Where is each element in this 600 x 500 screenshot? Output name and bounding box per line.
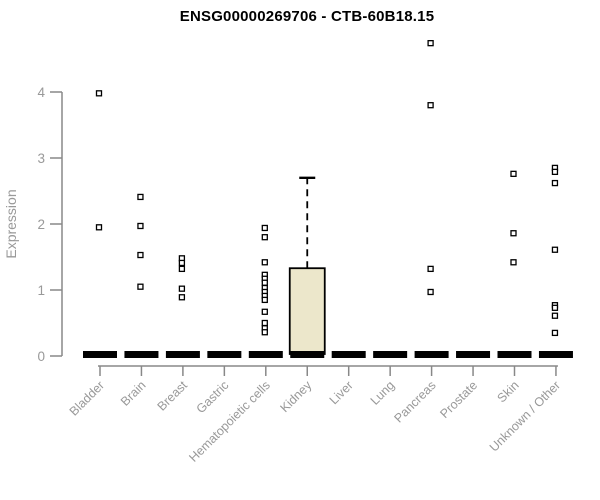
x-category-label: Pancreas xyxy=(391,378,438,425)
median-bar xyxy=(456,351,491,358)
data-point xyxy=(95,90,103,97)
median-bar xyxy=(414,351,449,358)
data-point xyxy=(178,285,186,292)
data-point xyxy=(510,170,517,177)
median-bar xyxy=(290,351,325,358)
data-point xyxy=(261,296,268,304)
y-tick-label: 1 xyxy=(37,283,45,298)
data-point xyxy=(137,283,144,290)
x-category-label: Kidney xyxy=(277,378,314,415)
data-point xyxy=(551,168,559,176)
data-point xyxy=(261,329,268,336)
data-point xyxy=(137,193,144,201)
data-point xyxy=(427,265,434,273)
data-point xyxy=(178,294,186,301)
median-bar xyxy=(331,351,366,358)
y-tick-label: 4 xyxy=(37,85,45,100)
x-category-label: Unknown / Other xyxy=(487,378,563,454)
data-point xyxy=(178,259,186,267)
median-bar xyxy=(207,351,242,358)
data-point xyxy=(551,312,559,319)
median-bar xyxy=(165,351,200,358)
x-category-label: Brain xyxy=(118,378,149,409)
median-bar xyxy=(373,351,408,358)
data-point xyxy=(510,259,517,266)
data-point xyxy=(261,279,268,286)
median-bar xyxy=(83,351,117,358)
data-point xyxy=(95,224,103,231)
data-point xyxy=(137,251,144,259)
data-point xyxy=(261,234,268,241)
median-bar xyxy=(497,351,532,358)
data-point xyxy=(551,304,559,311)
x-category-label: Lung xyxy=(368,378,398,408)
data-point xyxy=(261,308,268,315)
data-point xyxy=(510,230,517,237)
median-bar xyxy=(124,351,159,358)
data-point xyxy=(261,319,268,327)
y-axis-title: Expression xyxy=(3,189,19,259)
x-category-label: Gastric xyxy=(194,378,232,416)
x-category-label: Hematopoietic cells xyxy=(186,378,273,465)
data-point xyxy=(551,179,559,187)
x-category-label: Bladder xyxy=(67,378,107,418)
data-point xyxy=(261,259,268,266)
data-point xyxy=(427,40,434,47)
data-point xyxy=(178,265,186,273)
y-tick-label: 0 xyxy=(37,349,45,364)
data-point xyxy=(551,246,559,253)
data-point xyxy=(427,102,434,109)
x-category-label: Liver xyxy=(327,378,356,407)
data-point xyxy=(137,222,144,230)
data-point xyxy=(551,329,559,337)
y-tick-label: 2 xyxy=(37,217,45,232)
data-point xyxy=(261,224,268,232)
x-category-label: Breast xyxy=(155,378,191,414)
y-tick-label: 3 xyxy=(37,151,45,166)
data-point xyxy=(427,288,434,296)
chart-title: ENSG00000269706 - CTB-60B18.15 xyxy=(179,8,435,25)
x-category-label: Prostate xyxy=(437,378,480,421)
box-rect xyxy=(288,267,326,355)
median-bar xyxy=(538,351,573,358)
x-category-label: Skin xyxy=(495,378,522,405)
median-bar xyxy=(248,351,283,358)
